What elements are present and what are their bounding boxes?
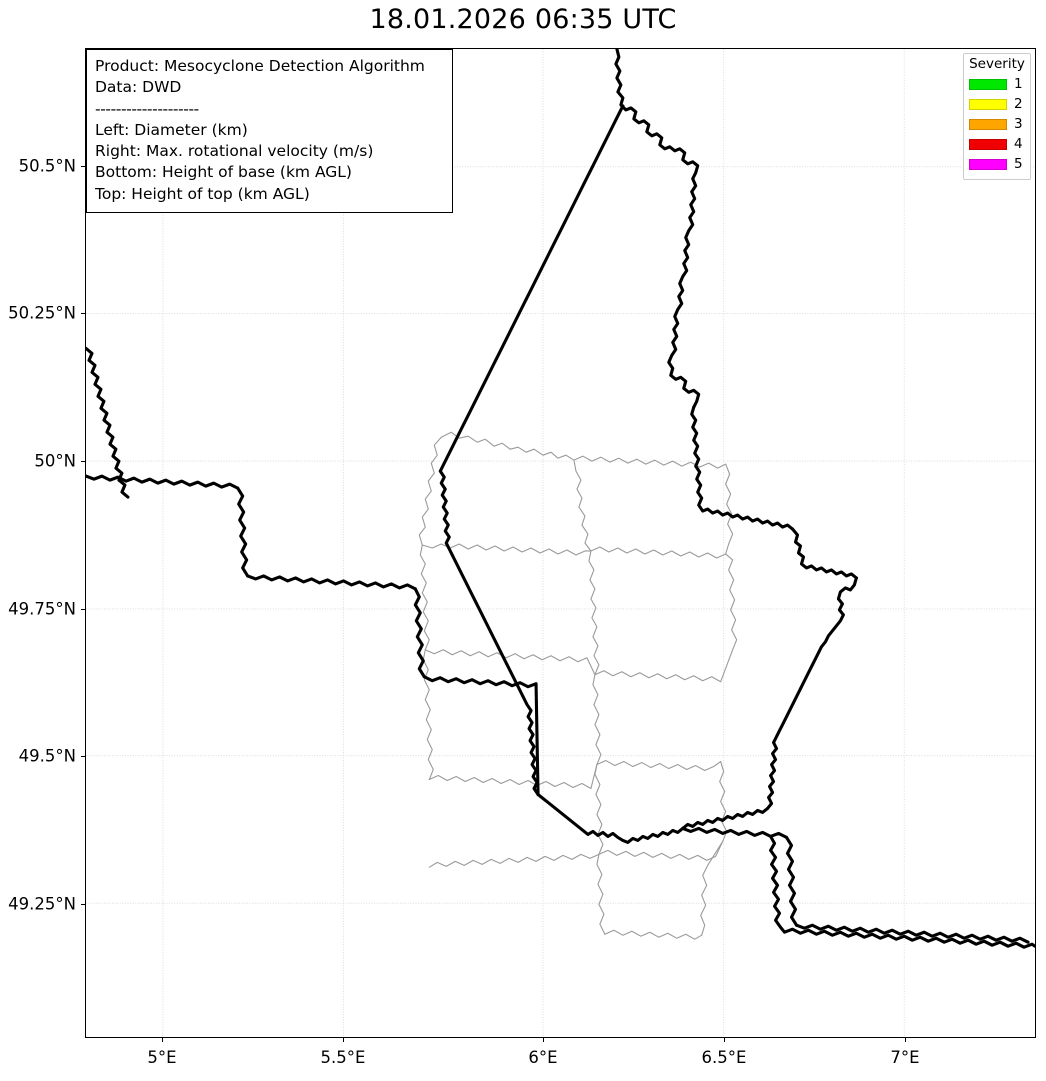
- info-left-line: Left: Diameter (km): [95, 120, 248, 139]
- ytick-label-1: 50.25°N: [8, 303, 76, 323]
- page-title: 18.01.2026 06:35 UTC: [369, 4, 677, 35]
- severity-swatch-icon-3: [969, 118, 1007, 130]
- info-product-line: Product: Mesocyclone Detection Algorithm: [95, 57, 425, 75]
- severity-swatch-icon-4: [969, 138, 1007, 150]
- xtick-label-1: 5.5°E: [320, 1048, 366, 1067]
- severity-label-1: 1: [1014, 76, 1023, 92]
- xtick-mark-3: [724, 1038, 726, 1042]
- xtick-mark-1: [343, 1038, 345, 1042]
- product-info-box: Product: Mesocyclone Detection Algorithm…: [86, 49, 453, 214]
- severity-legend-title: Severity: [969, 56, 1025, 72]
- info-separator: --------------------: [95, 99, 199, 118]
- map-gridlines: [86, 49, 1035, 1037]
- severity-row-2: 2: [969, 94, 1025, 114]
- severity-row-4: 4: [969, 134, 1025, 154]
- xtick-mark-4: [905, 1038, 907, 1042]
- xtick-label-3: 6.5°E: [701, 1048, 747, 1067]
- luxembourg-canton-borders: [418, 431, 738, 940]
- severity-swatch-icon-1: [969, 78, 1007, 90]
- xtick-mark-0: [162, 1038, 164, 1042]
- severity-legend: Severity 1 2 3 4 5: [963, 53, 1031, 180]
- ytick-label-2: 50°N: [34, 451, 76, 471]
- severity-swatch-icon-2: [969, 98, 1007, 110]
- severity-label-2: 2: [1014, 96, 1023, 112]
- severity-label-4: 4: [1014, 136, 1023, 152]
- ytick-label-3: 49.75°N: [8, 599, 76, 619]
- ytick-label-4: 49.5°N: [18, 746, 76, 766]
- ytick-label-5: 49.25°N: [8, 894, 76, 914]
- ytick-mark-4: [81, 756, 85, 758]
- severity-row-3: 3: [969, 114, 1025, 134]
- ytick-mark-5: [81, 904, 85, 906]
- severity-row-1: 1: [969, 74, 1025, 94]
- severity-row-5: 5: [969, 154, 1025, 174]
- info-right-line: Right: Max. rotational velocity (m/s): [95, 142, 374, 161]
- xtick-label-2: 6°E: [528, 1048, 558, 1067]
- severity-swatch-icon-5: [969, 158, 1007, 170]
- xtick-mark-2: [543, 1038, 545, 1042]
- ytick-mark-2: [81, 461, 85, 463]
- severity-label-3: 3: [1014, 116, 1023, 132]
- ytick-mark-0: [81, 166, 85, 168]
- ytick-mark-3: [81, 609, 85, 611]
- info-bottom-line: Bottom: Height of base (km AGL): [95, 163, 352, 182]
- info-data-line: Data: DWD: [95, 78, 182, 97]
- country-borders: [86, 49, 1035, 949]
- map-svg: [86, 49, 1035, 1037]
- xtick-label-0: 5°E: [147, 1048, 177, 1067]
- ytick-mark-1: [81, 313, 85, 315]
- ytick-label-0: 50.5°N: [18, 156, 76, 176]
- info-top-line: Top: Height of top (km AGL): [95, 184, 310, 203]
- xtick-label-4: 7°E: [890, 1048, 920, 1067]
- severity-label-5: 5: [1014, 156, 1023, 172]
